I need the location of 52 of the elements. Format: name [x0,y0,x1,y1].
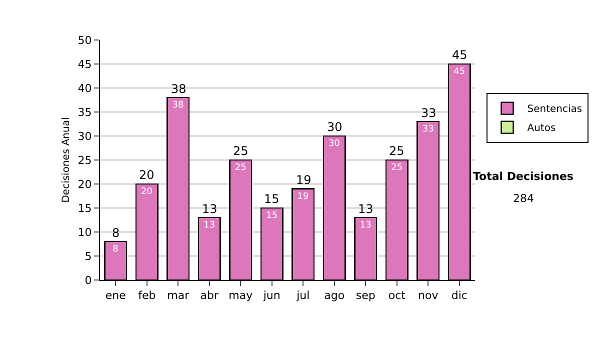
y-tick-label: 30 [78,130,92,143]
x-tick-label: jul [296,289,310,302]
data-label: 15 [266,211,278,221]
x-tick-label: jun [262,289,280,302]
y-tick-label: 20 [78,178,92,191]
total-label: 8 [112,226,120,240]
y-tick-label: 10 [78,226,92,239]
x-tick-label: mar [167,289,190,302]
total-label: 13 [202,202,218,216]
total-label: 19 [296,173,312,187]
y-tick-label: 40 [78,82,92,95]
data-label: 45 [454,67,466,77]
data-label: 13 [204,220,216,231]
data-label: 8 [112,244,119,255]
x-tick-label: dic [451,289,468,302]
y-tick-label: 15 [78,202,92,215]
annotation: Total Decisiones [473,170,574,183]
y-tick-label: 0 [84,274,92,287]
x-tick-label: oct [388,289,406,302]
x-tick-label: may [228,289,254,302]
x-tick-label: sep [356,289,376,302]
total-label: 15 [264,192,280,206]
total-label: 30 [327,120,342,134]
x-tick-label: nov [418,289,439,302]
data-label: 25 [234,163,246,173]
data-label: 30 [328,139,340,149]
x-tick-label: feb [138,289,156,302]
total-label: 25 [233,144,248,158]
data-label: 13 [360,220,372,231]
y-axis-title: Decisiones Anual [60,117,72,203]
total-label: 20 [139,168,154,182]
y-tick-label: 50 [78,34,92,47]
y-tick-label: 5 [84,250,92,263]
legend-label: Autos [527,123,556,134]
y-tick-label: 25 [78,154,92,167]
data-label: 38 [172,100,184,111]
x-tick-label: ene [105,289,126,302]
y-tick-label: 35 [78,106,92,119]
data-label: 33 [422,124,434,135]
data-label: 25 [391,163,403,173]
total-label: 45 [452,48,468,62]
text: 284 [513,192,534,205]
legend-label: Sentencias [527,104,582,116]
y-tick-label: 45 [78,58,92,71]
total-label: 25 [389,144,404,158]
data-label: 19 [297,192,309,202]
data-label: 20 [141,187,153,197]
total-label: 13 [358,202,374,216]
total-label: 33 [421,106,436,120]
total-label: 38 [171,82,186,96]
x-tick-label: ago [324,289,345,302]
x-tick-label: abr [200,289,219,302]
